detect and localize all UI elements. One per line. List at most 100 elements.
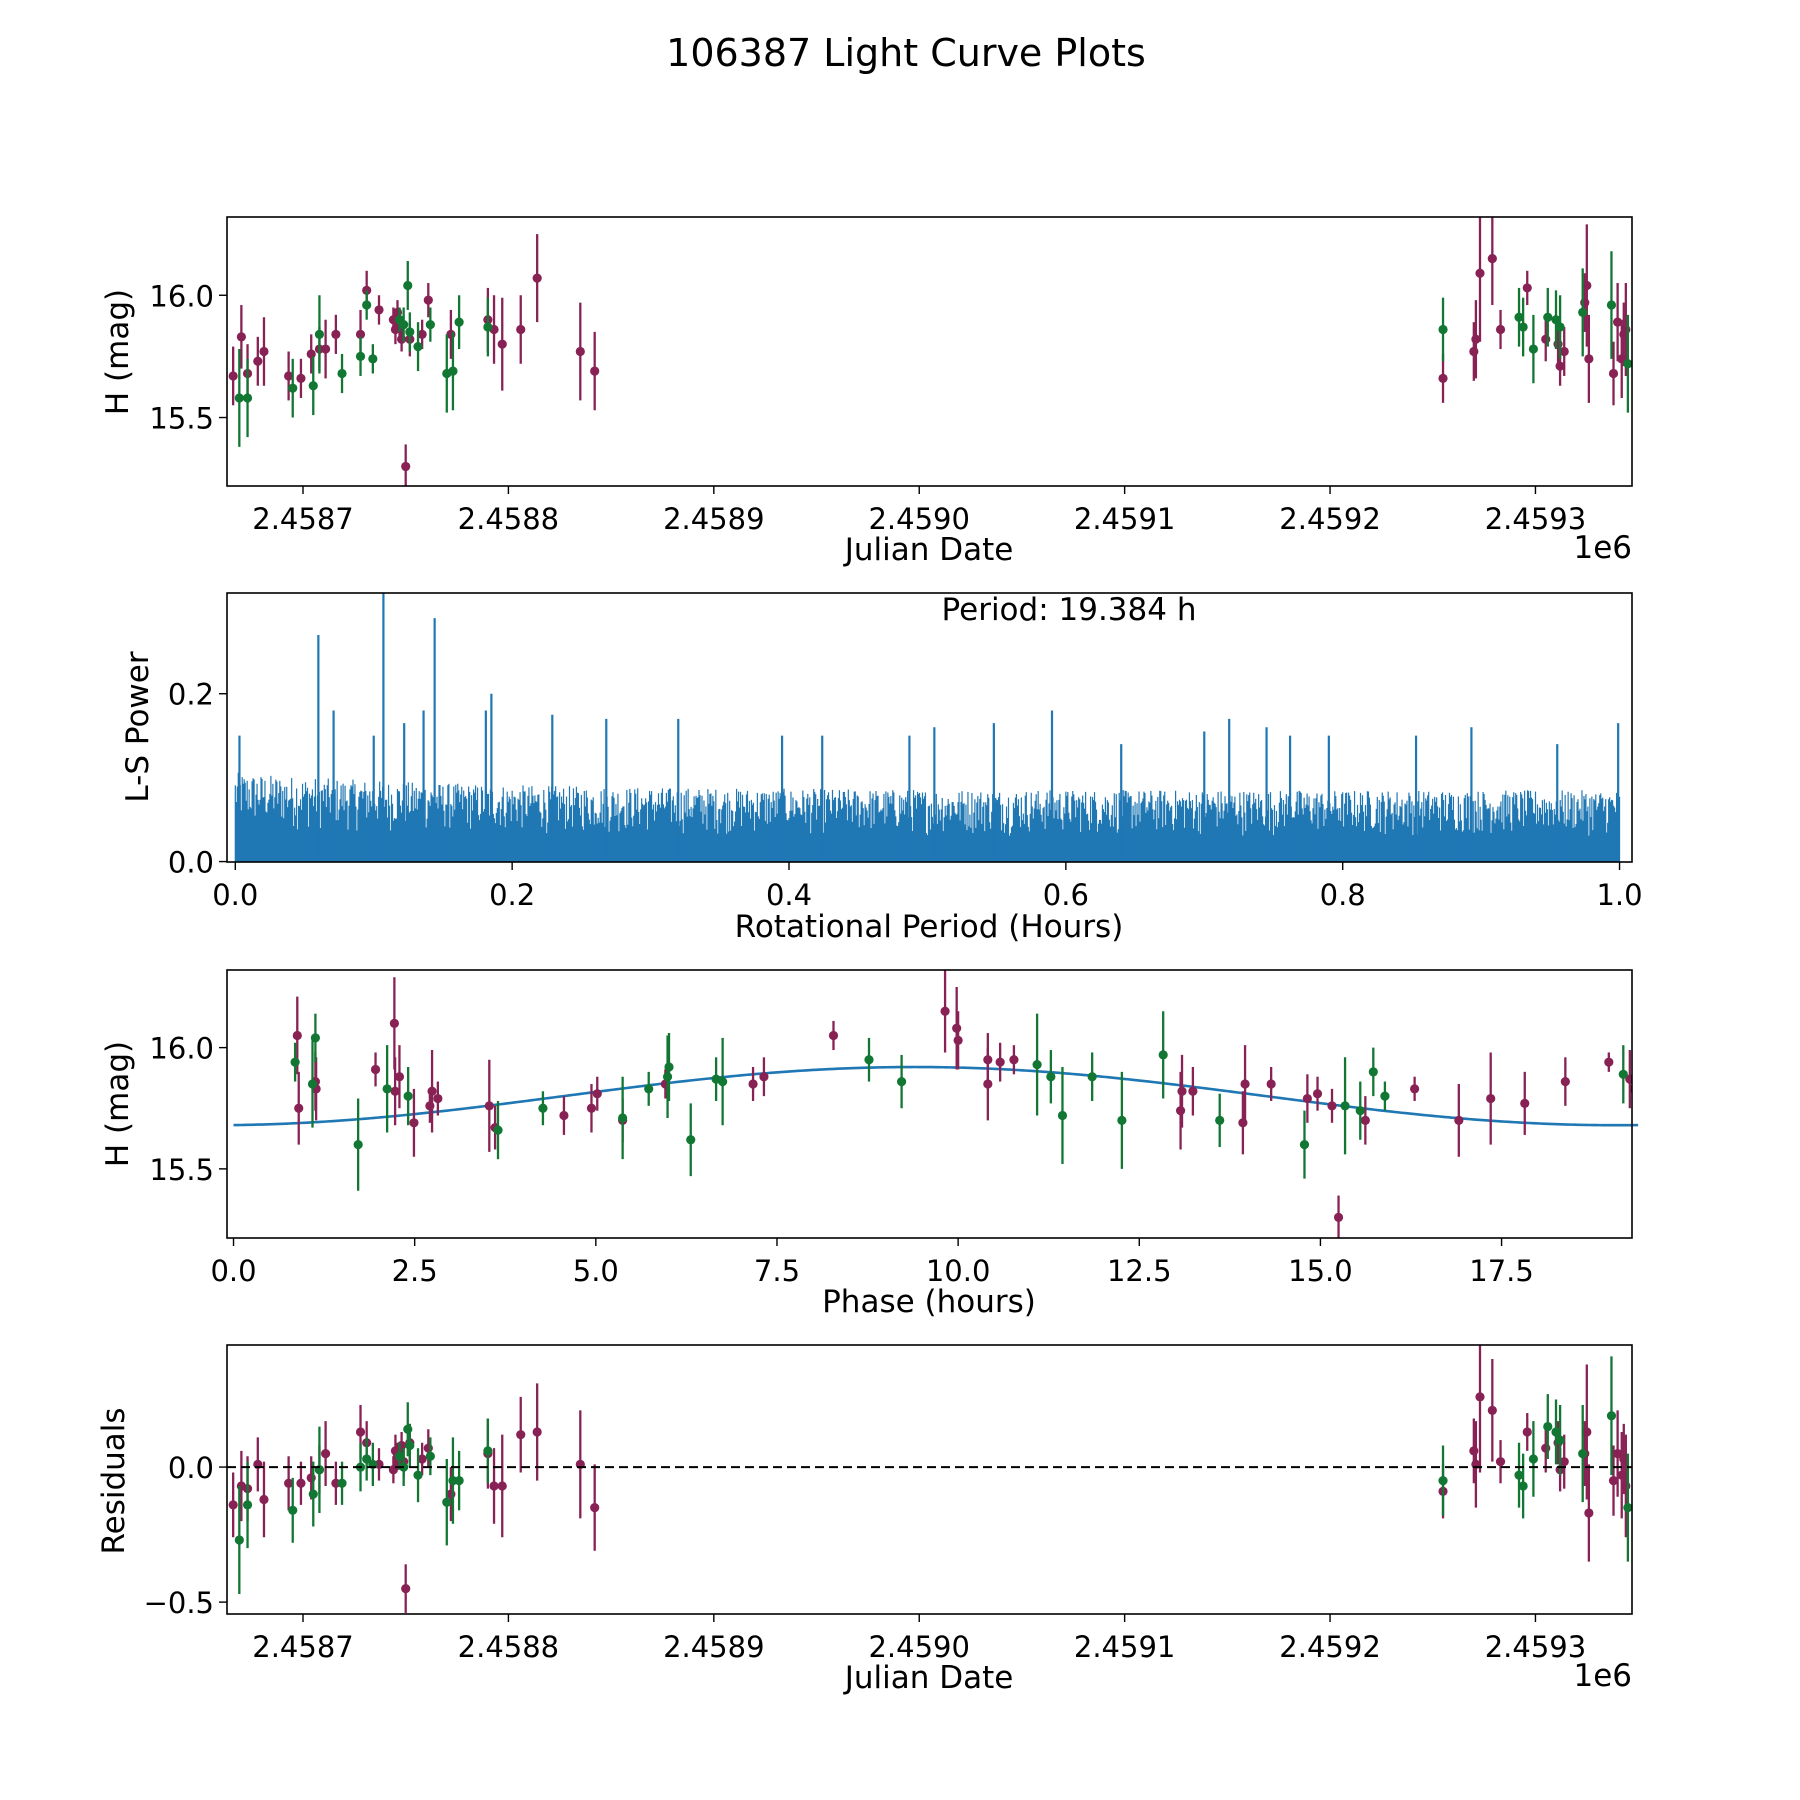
phase-point <box>307 1079 318 1089</box>
lightcurve-point <box>284 371 294 381</box>
residuals-xtick-label: 2.4588 <box>458 1630 559 1664</box>
phase-xlabel: Phase (hours) <box>822 1284 1036 1320</box>
lightcurve-point <box>308 381 318 391</box>
phase-point <box>1380 1091 1390 1101</box>
lightcurve-point <box>355 329 366 339</box>
residuals-point <box>1584 1508 1594 1518</box>
phase-point <box>1604 1057 1614 1067</box>
residuals-point <box>1551 1427 1561 1437</box>
phase-point <box>310 1033 321 1043</box>
phase-point <box>1327 1101 1337 1111</box>
residuals-point <box>1522 1427 1532 1437</box>
phase-point <box>427 1086 437 1096</box>
lightcurve-xtick-label: 2.4588 <box>458 502 559 536</box>
phase-xtick-label: 5.0 <box>573 1254 619 1288</box>
lightcurve-ytick-label: 16.0 <box>149 279 214 313</box>
residuals-point <box>308 1489 318 1499</box>
phase-point <box>433 1093 443 1104</box>
phase-point <box>409 1118 419 1128</box>
lightcurve-xtick-label: 2.4589 <box>663 502 764 536</box>
residuals-point <box>1555 1435 1565 1445</box>
lightcurve-point <box>1613 317 1623 327</box>
residuals-point <box>1623 1502 1632 1513</box>
period-annotation: Period: 19.384 h <box>942 592 1197 628</box>
residuals-point <box>1528 1454 1539 1464</box>
lightcurve-point <box>1623 359 1632 369</box>
lightcurve-ylabel: H (mag) <box>100 289 136 415</box>
phase-xtick-label: 7.5 <box>754 1254 800 1288</box>
residuals-point <box>516 1430 526 1440</box>
lightcurve-x-offset: 1e6 <box>1573 530 1632 566</box>
phase-point <box>1560 1076 1570 1087</box>
residuals-point <box>355 1427 366 1437</box>
residuals-point <box>454 1475 464 1486</box>
lightcurve-point <box>1528 344 1539 354</box>
residuals-point <box>362 1454 372 1464</box>
residuals-point <box>296 1478 306 1488</box>
phase-xtick-label: 17.5 <box>1469 1254 1534 1288</box>
phase-point <box>559 1110 569 1121</box>
residuals-ytick-label: 0.0 <box>168 1451 214 1485</box>
periodogram-xticks: 0.0 0.2 0.4 0.6 0.8 1.0 <box>212 862 1643 912</box>
periodogram-xtick-label: 0.4 <box>766 878 812 912</box>
phase-point <box>618 1113 628 1123</box>
phase-point <box>1355 1106 1365 1116</box>
lightcurve-point <box>228 371 238 381</box>
phase-xtick-label: 15.0 <box>1288 1254 1353 1288</box>
residuals-xlabel: Julian Date <box>843 1660 1014 1696</box>
periodogram-line <box>234 772 1621 862</box>
lightcurve-point <box>423 295 433 305</box>
lightcurve-point <box>1555 361 1565 371</box>
lightcurve-point <box>320 344 331 354</box>
lightcurve-xtick-label: 2.4593 <box>1485 502 1586 536</box>
residuals-point <box>405 1440 415 1451</box>
residuals-point <box>497 1481 507 1491</box>
residuals-point <box>489 1481 499 1491</box>
phase-point <box>592 1089 602 1099</box>
phase-point <box>1333 1212 1344 1222</box>
lightcurve-point <box>374 305 384 315</box>
phase-point <box>1618 1069 1628 1079</box>
residuals-point <box>284 1478 294 1488</box>
lightcurve-point <box>242 393 253 403</box>
lightcurve-point <box>1559 346 1569 357</box>
lightcurve-point <box>590 366 600 376</box>
lightcurve-xticks: 2.4587 2.4588 2.4589 2.4590 2.4591 2.4592 2.45… <box>252 486 1586 536</box>
phase-ytick-label: 15.5 <box>149 1153 214 1187</box>
phase-point <box>1486 1093 1496 1104</box>
phase-ylabel: H (mag) <box>100 1041 136 1167</box>
lightcurve-xtick-label: 2.4590 <box>868 502 969 536</box>
periodogram-panel: 0.0 0.2 0.4 0.6 0.8 1.0 0.0 0.2 Period: 19.384… <box>120 592 1643 945</box>
lightcurve-point <box>1518 322 1528 332</box>
phase-point <box>390 1086 400 1096</box>
phase-point <box>394 1072 405 1082</box>
lightcurve-yticks: 15.5 16.0 <box>149 279 227 436</box>
residuals-point <box>259 1494 269 1505</box>
phase-point <box>586 1103 597 1113</box>
lightcurve-points-layer <box>228 217 1632 486</box>
lightcurve-point <box>1475 268 1485 278</box>
residuals-point <box>532 1427 542 1437</box>
lightcurve-xlabel: Julian Date <box>843 532 1014 568</box>
periodogram-axes-frame <box>226 592 1633 863</box>
residuals-point <box>1475 1392 1485 1402</box>
residuals-xtick-label: 2.4593 <box>1485 1630 1586 1664</box>
lightcurve-point <box>314 329 325 339</box>
lightcurve-point <box>425 320 435 330</box>
lightcurve-point <box>253 356 263 366</box>
phase-xticks: 0.0 2.5 5.0 7.5 10.0 12.5 15.0 17.5 <box>210 1238 1534 1288</box>
periodogram-xtick-label: 0.0 <box>212 878 258 912</box>
lightcurve-point <box>1608 368 1619 379</box>
lightcurve-point <box>306 349 316 359</box>
residuals-point <box>320 1448 331 1459</box>
phase-point <box>538 1103 548 1113</box>
residuals-point <box>242 1500 253 1510</box>
residuals-point <box>234 1535 244 1545</box>
lightcurve-point <box>362 300 372 310</box>
residuals-xtick-label: 2.4592 <box>1279 1630 1380 1664</box>
phase-point <box>1046 1072 1056 1082</box>
phase-point <box>995 1057 1005 1067</box>
periodogram-xlabel: Rotational Period (Hours) <box>735 909 1124 945</box>
residuals-point <box>413 1470 423 1480</box>
residuals-point <box>1608 1475 1619 1486</box>
